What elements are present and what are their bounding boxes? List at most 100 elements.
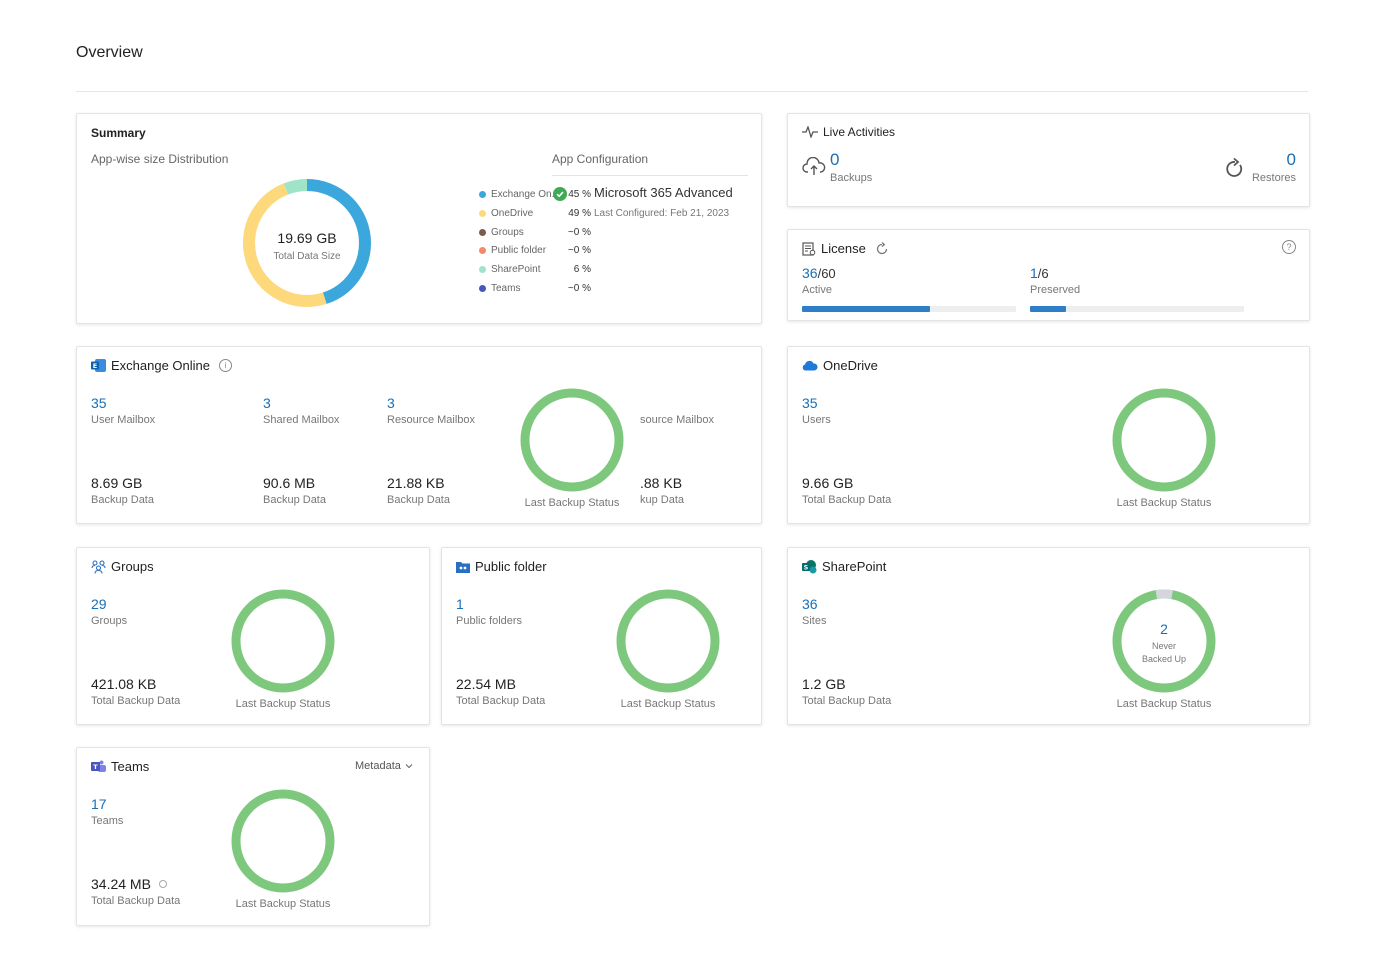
shared-mailbox-size-label: Backup Data	[263, 494, 326, 506]
legend-item[interactable]: Exchange On... 45 %	[479, 189, 591, 200]
legend-color-dot	[479, 247, 486, 254]
license-preserved-fill	[1030, 306, 1066, 312]
donut-segment[interactable]	[243, 179, 371, 307]
sharepoint-never-label-1: Never	[1151, 641, 1176, 651]
app-config-divider	[552, 175, 748, 176]
license-document-icon	[802, 241, 816, 256]
teams-status-ring[interactable]	[229, 787, 337, 895]
header-divider	[76, 91, 1308, 92]
license-active-bar	[802, 306, 1016, 312]
size-distribution-svg	[243, 179, 371, 307]
license-preserved-total: /6	[1037, 266, 1049, 281]
legend-item-name: Public folder	[491, 245, 547, 256]
groups-count[interactable]: 29	[91, 596, 107, 612]
teams-status-label: Last Backup Status	[235, 898, 331, 910]
cloud-upload-icon	[802, 157, 826, 177]
sharepoint-title: S SharePoint	[802, 559, 886, 574]
resource-mailbox-count[interactable]: 3	[387, 395, 395, 411]
page-title: Overview	[76, 44, 143, 61]
legend-item[interactable]: SharePoint 6 %	[479, 264, 591, 275]
app-config-name: Microsoft 365 Advanced	[594, 185, 733, 200]
shared-mailbox-size: 90.6 MB	[263, 475, 316, 491]
legend-item[interactable]: Teams ~0 %	[479, 283, 591, 294]
groups-label: Groups	[111, 559, 154, 574]
legend-item-name: SharePoint	[491, 264, 541, 275]
refresh-icon[interactable]	[875, 241, 889, 256]
legend-item[interactable]: OneDrive 49 %	[479, 208, 591, 219]
teams-total-size: 34.24 MB	[91, 876, 167, 892]
license-active-count: 36/60	[802, 265, 836, 281]
exchange-status-label: Last Backup Status	[524, 497, 620, 509]
resource-mailbox-size-label: Backup Data	[387, 494, 450, 506]
exchange-status-ring[interactable]	[518, 386, 626, 494]
public-folder-icon	[456, 561, 470, 573]
legend-item[interactable]: Public folder ~0 %	[479, 245, 591, 256]
exchange-online-card: E Exchange Online i 35 User Mailbox 8.69…	[76, 346, 762, 524]
public-folder-total-size-label: Total Backup Data	[456, 695, 546, 707]
teams-total-size-label: Total Backup Data	[91, 895, 181, 907]
svg-text:T: T	[93, 763, 98, 771]
legend-color-dot	[479, 266, 486, 273]
backups-count[interactable]: 0	[830, 150, 840, 169]
legend-item-name: OneDrive	[491, 208, 534, 219]
legend-item-percent: ~0 %	[567, 227, 591, 238]
info-icon[interactable]: i	[219, 359, 233, 372]
svg-text:S: S	[804, 563, 809, 571]
metadata-dropdown[interactable]: Metadata	[355, 760, 413, 772]
resource-mailbox-label: Resource Mailbox	[387, 414, 476, 426]
user-mailbox-size: 8.69 GB	[91, 475, 143, 491]
metadata-dropdown-label: Metadata	[355, 760, 401, 772]
activity-pulse-icon	[802, 126, 818, 138]
public-folder-card: Public folder 1 Public folders 22.54 MB …	[441, 547, 762, 725]
onedrive-users-count[interactable]: 35	[802, 395, 818, 411]
sharepoint-label: SharePoint	[822, 559, 887, 574]
sharepoint-status-label: Last Backup Status	[1116, 698, 1212, 710]
app-config-date: Last Configured: Feb 21, 2023	[594, 208, 730, 219]
user-mailbox-label: User Mailbox	[91, 414, 156, 426]
onedrive-status-ring[interactable]	[1110, 386, 1218, 494]
svg-text:E: E	[93, 362, 97, 370]
exchange-online-title: E Exchange Online i	[91, 358, 233, 373]
legend-item-percent: 6 %	[573, 264, 591, 275]
public-folder-status-label: Last Backup Status	[620, 698, 716, 710]
teams-count-label: Teams	[91, 815, 124, 827]
legend-item-percent: 45 %	[568, 189, 591, 200]
groups-status-label: Last Backup Status	[235, 698, 331, 710]
public-folder-total-size: 22.54 MB	[456, 676, 516, 692]
teams-count[interactable]: 17	[91, 796, 107, 812]
user-mailbox-count[interactable]: 35	[91, 395, 107, 411]
legend-item-name: Teams	[491, 283, 521, 294]
teams-size-info-icon[interactable]	[158, 880, 167, 888]
public-folders-count[interactable]: 1	[456, 596, 464, 612]
groups-total-size: 421.08 KB	[91, 676, 157, 692]
teams-label: Teams	[111, 759, 150, 774]
public-folder-status-ring[interactable]	[614, 587, 722, 695]
resource-mailbox-size: 21.88 KB	[387, 475, 445, 491]
sharepoint-status-ring[interactable]	[1110, 587, 1218, 695]
donut-segment[interactable]	[243, 179, 371, 307]
groups-status-ring[interactable]	[229, 587, 337, 695]
groups-count-label: Groups	[91, 615, 128, 627]
teams-card: T Teams Metadata 17 Teams 34.24 MB Total…	[76, 747, 430, 926]
restores-label: Restores	[1251, 172, 1296, 184]
license-title: License	[802, 241, 889, 256]
exchange-online-label: Exchange Online	[111, 358, 211, 373]
license-preserved-count: 1/6	[1030, 265, 1049, 281]
sharepoint-never-backed-up-count[interactable]: 2	[1160, 621, 1168, 637]
teams-total-size-value: 34.24 MB	[91, 876, 151, 892]
onedrive-cloud-icon	[802, 360, 818, 371]
legend-item-name: Exchange On...	[491, 189, 560, 200]
sharepoint-card: S SharePoint 36 Sites 1.2 GB Total Backu…	[787, 547, 1310, 725]
restores-count[interactable]: 0	[1286, 150, 1296, 169]
onedrive-users-label: Users	[802, 414, 831, 426]
license-preserved-value: 1	[1030, 265, 1038, 281]
chevron-down-icon	[405, 763, 413, 769]
shared-mailbox-count[interactable]: 3	[263, 395, 271, 411]
user-mailbox-size-label: Backup Data	[91, 494, 154, 506]
sharepoint-total-size-label: Total Backup Data	[802, 695, 892, 707]
onedrive-title: OneDrive	[802, 358, 878, 373]
help-icon[interactable]: ?	[1282, 240, 1296, 254]
onedrive-status-label: Last Backup Status	[1116, 497, 1212, 509]
legend-item[interactable]: Groups ~0 %	[479, 227, 591, 238]
sharepoint-sites-count[interactable]: 36	[802, 596, 818, 612]
